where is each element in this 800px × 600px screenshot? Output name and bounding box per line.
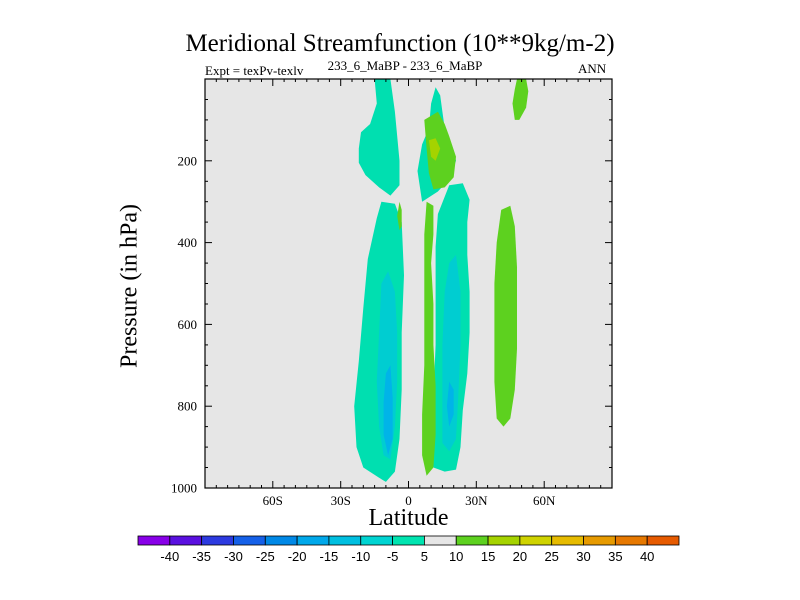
contour-region-9-level-10 [428,138,441,161]
colorbar-label: -10 [351,549,370,564]
colorbar-box [424,535,457,546]
colorbar-label: 20 [513,549,527,564]
x-tick-label: 30S [331,493,351,508]
colorbar-box [233,535,266,546]
contour-region-12-level-5 [512,79,529,120]
colorbar-label: 10 [449,549,463,564]
contour-region-7-level--20 [446,381,454,427]
colorbar-label: -40 [160,549,179,564]
x-tick-label: 60N [533,493,556,508]
x-axis-ticks: 60S 30S 0 30N 60N [215,79,602,508]
x-tick-label: 60S [263,493,283,508]
colorbar-box [264,535,298,546]
colorbar-label: -30 [224,549,243,564]
contour-region-6-level--20 [383,365,393,456]
comparison-label: 233_6_MaBP - 233_6_MaBP [327,58,483,73]
contour-region-13-level-5 [494,205,517,427]
experiment-label: Expt = texPv-texlv [205,63,304,78]
colorbar-label: 30 [576,549,590,564]
colorbar-box [201,535,234,546]
colorbar-label: -25 [256,549,275,564]
y-tick-label: 400 [178,235,198,250]
contour-regions [354,79,529,482]
colorbar-label: -35 [192,549,211,564]
colorbar: -40 -35 -30 -25 -20 -15 -10 -5 5 10 15 20 25 30 35 40 [137,535,680,564]
colorbar-box [646,535,680,546]
colorbar-box [360,535,393,546]
colorbar-box [487,535,521,546]
plot-background [205,79,612,488]
colorbar-box [455,535,489,546]
contour-region-11-level-5 [397,201,402,231]
x-axis-label: Latitude [368,505,449,531]
y-axis-ticks: 200 400 600 800 1000 [171,99,612,496]
colorbar-box [614,535,648,546]
colorbar-label: -20 [288,549,307,564]
colorbar-label: 15 [481,549,495,564]
chart-title: Meridional Streamfunction (10**9kg/m-2) [185,30,615,57]
colorbar-box [169,535,203,546]
colorbar-box [551,535,584,546]
colorbar-label: -15 [320,549,339,564]
colorbar-box [583,535,616,546]
season-label: ANN [578,61,607,76]
colorbar-label: 40 [640,549,654,564]
x-tick-label: 30N [465,493,488,508]
contour-region-5-level--15 [442,254,461,452]
y-tick-label: 800 [178,399,198,414]
colorbar-label: -5 [387,549,399,564]
contour-region-0-level--10 [358,79,400,196]
colorbar-label: 35 [608,549,622,564]
colorbar-box [137,535,171,546]
y-tick-label: 1000 [171,481,197,496]
colorbar-box [328,535,362,546]
x-tick-label: 0 [405,493,412,508]
contour-region-10-level-5 [422,201,436,476]
colorbar-box [519,535,553,546]
colorbar-box [296,535,330,546]
y-axis-label: Pressure (in hPa) [116,204,143,368]
colorbar-label: 25 [544,549,558,564]
y-tick-label: 600 [178,317,198,332]
y-tick-label: 200 [178,153,198,168]
contour-region-8-level-5 [424,111,456,190]
colorbar-box [392,535,425,546]
colorbar-label: 5 [421,549,428,564]
